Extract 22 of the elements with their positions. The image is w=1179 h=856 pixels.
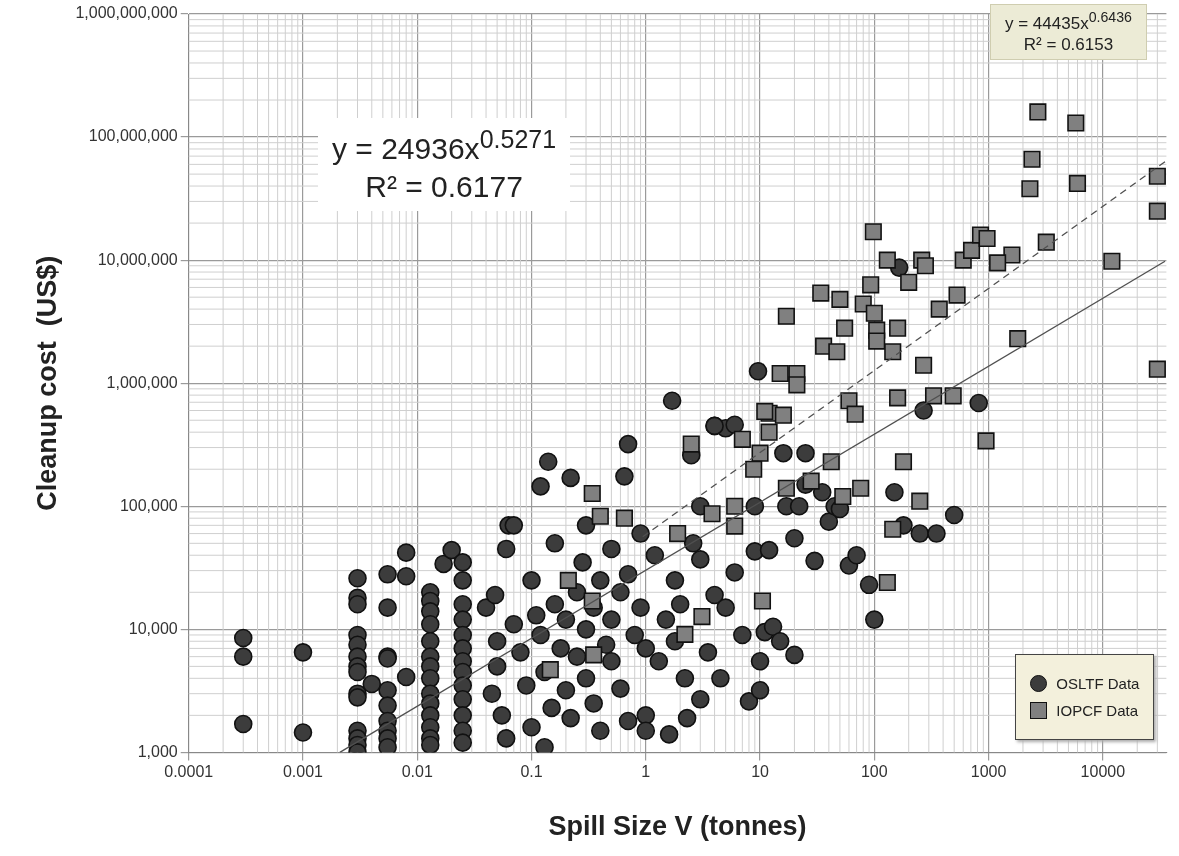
y-tick-label: 10,000,000 (97, 250, 178, 268)
y-tick-label: 1,000,000,000 (75, 4, 178, 22)
y-axis-title: Cleanup cost (US$) (31, 255, 62, 511)
x-tick-label: 0.0001 (164, 763, 214, 781)
x-tick-label: 10000 (1080, 763, 1126, 781)
y-tick-label: 100,000,000 (88, 127, 178, 145)
y-tick-label: 1,000,000 (106, 373, 178, 391)
x-tick-label: 1 (641, 763, 651, 781)
y-tick-label: 10,000 (128, 619, 178, 637)
x-tick-label: 0.01 (401, 763, 433, 781)
x-tick-label: 0.1 (520, 763, 543, 781)
x-tick-label: 100 (860, 763, 888, 781)
x-tick-label: 10 (751, 763, 770, 781)
x-tick-label: 1000 (970, 763, 1007, 781)
y-tick-label: 1,000 (137, 742, 178, 760)
annotation: y = 44435x$^{0.6436}$ R² = 0.6153 (990, 4, 1147, 61)
x-axis-title: Spill Size V (tonnes) (548, 811, 807, 842)
legend-label: OSLTF Data (1056, 675, 1140, 693)
y-tick-label: 100,000 (119, 496, 178, 514)
annotation: y = 24936x$^{0.5271}$ R² = 0.6177 (318, 118, 571, 211)
x-tick-label: 0.001 (282, 763, 324, 781)
legend-label: IOPCF Data (1056, 702, 1138, 720)
